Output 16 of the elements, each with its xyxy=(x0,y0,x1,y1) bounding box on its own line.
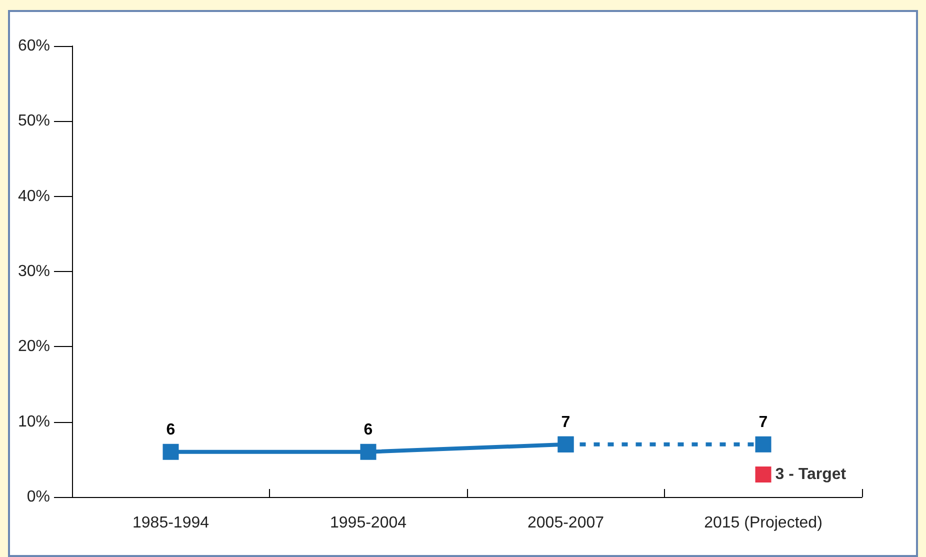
y-tick-label: 20% xyxy=(18,338,50,356)
x-tick-label: 1995-2004 xyxy=(330,514,407,532)
y-tick-label: 60% xyxy=(18,38,50,54)
y-tick-label: 30% xyxy=(18,263,50,280)
y-tick-label: 0% xyxy=(26,488,50,506)
y-tick-label: 50% xyxy=(18,112,50,130)
data-label: 7 xyxy=(561,414,570,431)
y-tick-label: 10% xyxy=(18,413,50,430)
x-tick-label: 2015 (Projected) xyxy=(704,514,822,532)
x-tick-label: 1985-1994 xyxy=(132,514,210,532)
data-label: 7 xyxy=(758,414,768,431)
data-label: 3 - Target xyxy=(775,466,847,483)
x-tick-label: 2005-2007 xyxy=(527,514,604,532)
data-label: 6 xyxy=(364,421,373,438)
data-label: 6 xyxy=(166,421,176,438)
y-tick-label: 40% xyxy=(18,188,50,205)
